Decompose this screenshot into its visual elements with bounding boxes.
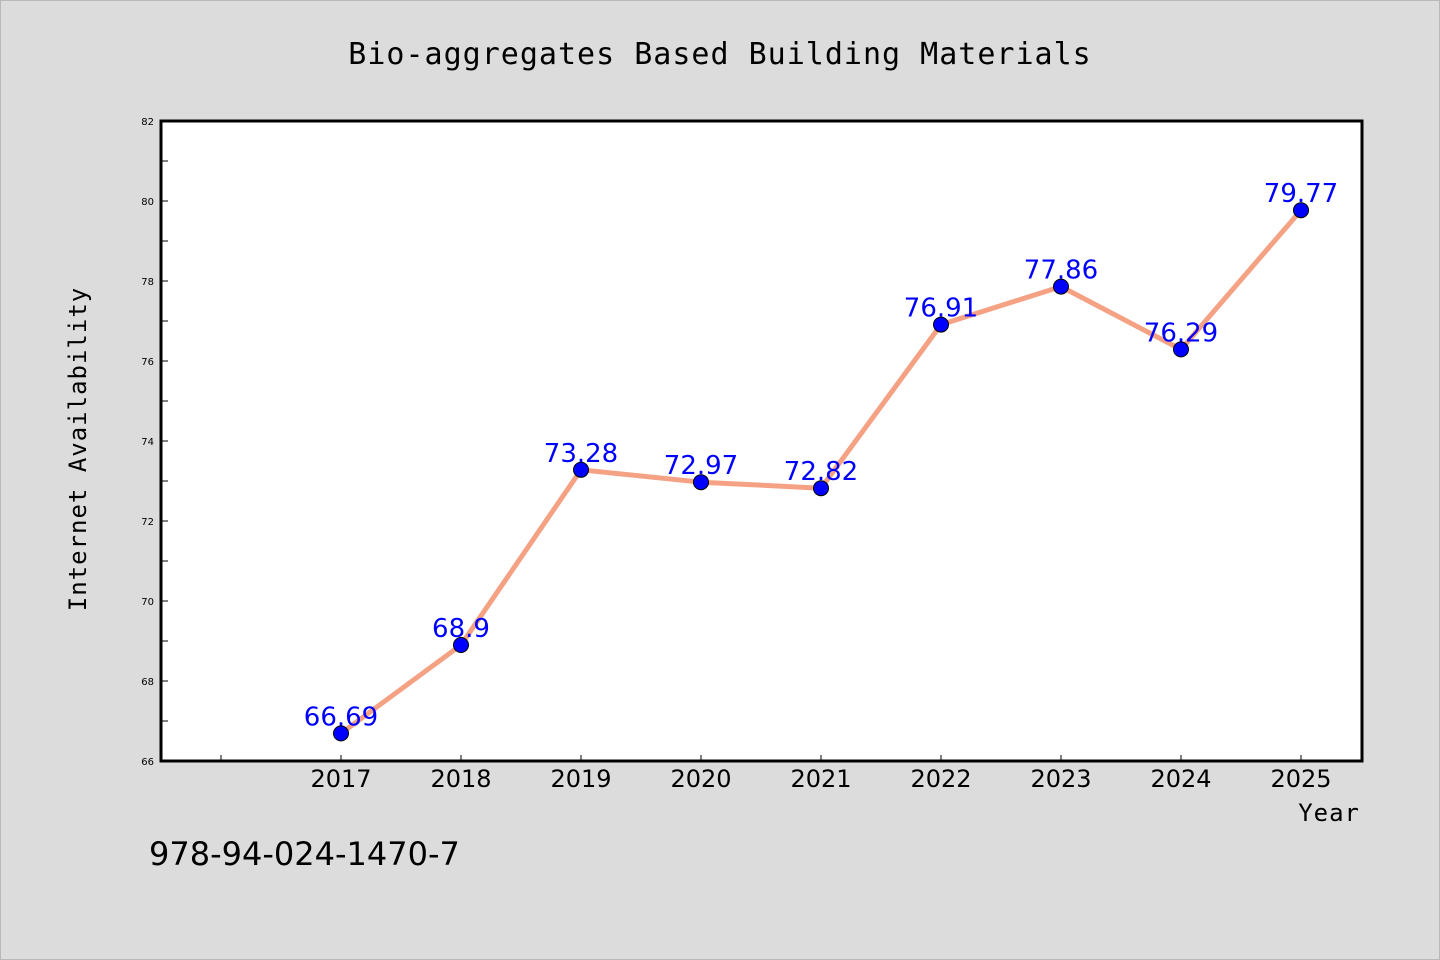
x-tick-label: 2017 <box>310 765 371 793</box>
x-tick-label: 2024 <box>1150 765 1211 793</box>
y-tick-label: 68 <box>141 677 154 688</box>
data-point <box>1053 278 1069 295</box>
y-tick-label: 66 <box>141 757 154 768</box>
x-tick-label: 2022 <box>910 765 971 793</box>
data-label: 76.29 <box>1144 318 1218 348</box>
x-tick-label: 2023 <box>1030 765 1091 793</box>
y-tick-label: 80 <box>141 197 154 208</box>
data-label: 79.77 <box>1264 179 1338 209</box>
x-tick-label: 2018 <box>430 765 491 793</box>
x-axis: 2017 2018 2019 2020 2021 2022 2023 2024 2025 <box>220 755 1332 793</box>
data-label: 68.9 <box>432 614 490 644</box>
x-tick-label: 2019 <box>550 765 611 793</box>
y-tick-label: 70 <box>141 597 154 608</box>
y-tick-label: 74 <box>141 437 154 448</box>
data-point <box>1293 202 1309 219</box>
data-point <box>453 637 469 653</box>
data-label: 76.91 <box>904 294 978 324</box>
series-layer: 66.69 68.9 73.28 72.97 72.82 76.91 77.86 76.29 7… <box>304 179 1338 742</box>
data-point <box>1173 341 1189 358</box>
y-tick-label: 82 <box>141 117 154 128</box>
data-point <box>693 474 709 491</box>
y-axis: 66 68 70 72 74 76 78 80 82 <box>141 117 168 768</box>
data-label: 72.97 <box>664 451 738 481</box>
data-point <box>333 725 349 742</box>
x-tick-label: 2021 <box>790 765 851 793</box>
x-tick-label: 2025 <box>1270 765 1331 793</box>
data-label: 77.86 <box>1024 256 1098 286</box>
data-label: 73.28 <box>544 439 618 469</box>
y-tick-label: 72 <box>141 517 154 528</box>
plot-area <box>159 119 1364 763</box>
data-point <box>933 316 949 333</box>
chart-title: Bio-aggregates Based Building Materials <box>348 37 1091 72</box>
x-axis-label: Year <box>1298 799 1360 827</box>
isbn-text: 978-94-024-1470-7 <box>149 835 460 873</box>
x-tick-label: 2020 <box>670 765 731 793</box>
data-point <box>573 461 589 478</box>
y-axis-label: Internet Availability <box>64 287 92 611</box>
data-label: 72.82 <box>784 457 858 487</box>
y-tick-label: 76 <box>141 357 154 368</box>
data-label: 66.69 <box>304 702 378 732</box>
data-point <box>813 480 829 497</box>
y-tick-label: 78 <box>141 277 154 288</box>
